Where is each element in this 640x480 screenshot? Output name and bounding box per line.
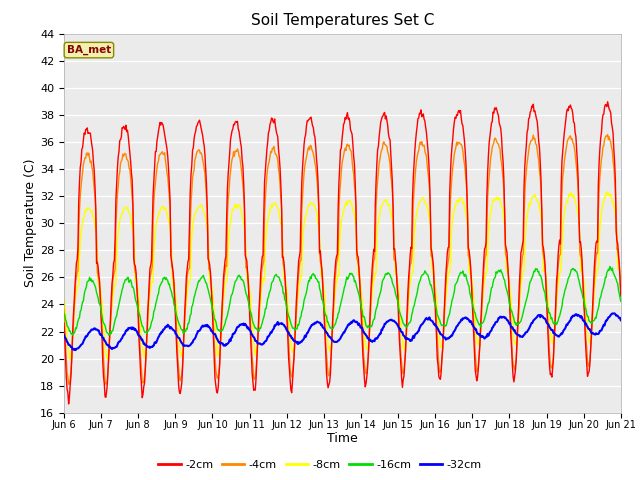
Legend: -2cm, -4cm, -8cm, -16cm, -32cm: -2cm, -4cm, -8cm, -16cm, -32cm bbox=[154, 456, 486, 474]
Y-axis label: Soil Temperature (C): Soil Temperature (C) bbox=[24, 159, 37, 288]
X-axis label: Time: Time bbox=[327, 432, 358, 445]
Text: BA_met: BA_met bbox=[67, 45, 111, 55]
Title: Soil Temperatures Set C: Soil Temperatures Set C bbox=[251, 13, 434, 28]
